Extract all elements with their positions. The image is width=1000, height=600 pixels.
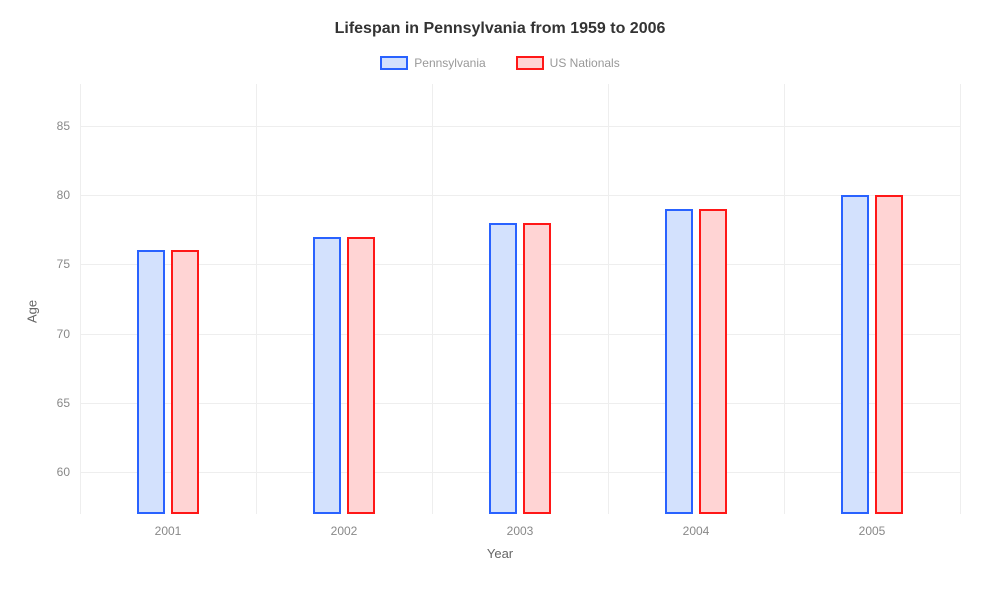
bars-layer [80,84,960,514]
legend-item-us-nationals[interactable]: US Nationals [516,56,620,70]
bar-pennsylvania-2004[interactable] [665,209,693,514]
bar-pennsylvania-2002[interactable] [313,237,341,514]
y-tick-label: 75 [57,257,80,271]
legend-label: US Nationals [550,56,620,70]
legend-item-pennsylvania[interactable]: Pennsylvania [380,56,485,70]
y-tick-label: 70 [57,327,80,341]
chart-container: Lifespan in Pennsylvania from 1959 to 20… [0,0,1000,600]
legend-swatch-us-nationals [516,56,544,70]
x-tick-label: 2004 [683,514,710,538]
v-gridline [960,84,961,514]
x-axis-title: Year [20,546,980,561]
legend-swatch-pennsylvania [380,56,408,70]
bar-us-nationals-2004[interactable] [699,209,727,514]
plot-area: 60657075808520012002200320042005 [80,84,960,514]
y-axis-title: Age [25,299,40,322]
bar-pennsylvania-2001[interactable] [137,250,165,514]
bar-us-nationals-2005[interactable] [875,195,903,514]
x-tick-label: 2002 [331,514,358,538]
bar-pennsylvania-2005[interactable] [841,195,869,514]
legend-label: Pennsylvania [414,56,485,70]
chart-title: Lifespan in Pennsylvania from 1959 to 20… [20,20,980,38]
y-tick-label: 60 [57,465,80,479]
x-tick-label: 2005 [859,514,886,538]
y-tick-label: 80 [57,188,80,202]
bar-us-nationals-2003[interactable] [523,223,551,514]
x-tick-label: 2001 [155,514,182,538]
legend: Pennsylvania US Nationals [20,56,980,70]
y-tick-label: 65 [57,396,80,410]
bar-us-nationals-2002[interactable] [347,237,375,514]
bar-us-nationals-2001[interactable] [171,250,199,514]
bar-pennsylvania-2003[interactable] [489,223,517,514]
x-tick-label: 2003 [507,514,534,538]
y-tick-label: 85 [57,119,80,133]
